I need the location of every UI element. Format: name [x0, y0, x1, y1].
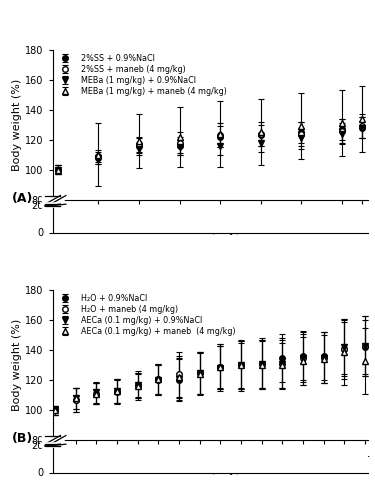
Legend: 2%SS + 0.9%NaCl, 2%SS + maneb (4 mg/kg), MEBa (1 mg/kg) + 0.9%NaCl, MEBa (1 mg/k: 2%SS + 0.9%NaCl, 2%SS + maneb (4 mg/kg),… — [55, 52, 228, 98]
X-axis label: Time (day): Time (day) — [180, 224, 240, 234]
Y-axis label: Body weight (%): Body weight (%) — [12, 79, 22, 171]
Legend: H₂O + 0.9%NaCl, H₂O + maneb (4 mg/kg), AECa (0.1 mg/kg) + 0.9%NaCl, AECa (0.1 mg: H₂O + 0.9%NaCl, H₂O + maneb (4 mg/kg), A… — [55, 292, 237, 338]
X-axis label: Time (day): Time (day) — [180, 464, 240, 474]
Text: (B): (B) — [12, 432, 33, 445]
Text: (A): (A) — [12, 192, 33, 205]
Y-axis label: Body weight (%): Body weight (%) — [12, 319, 22, 411]
